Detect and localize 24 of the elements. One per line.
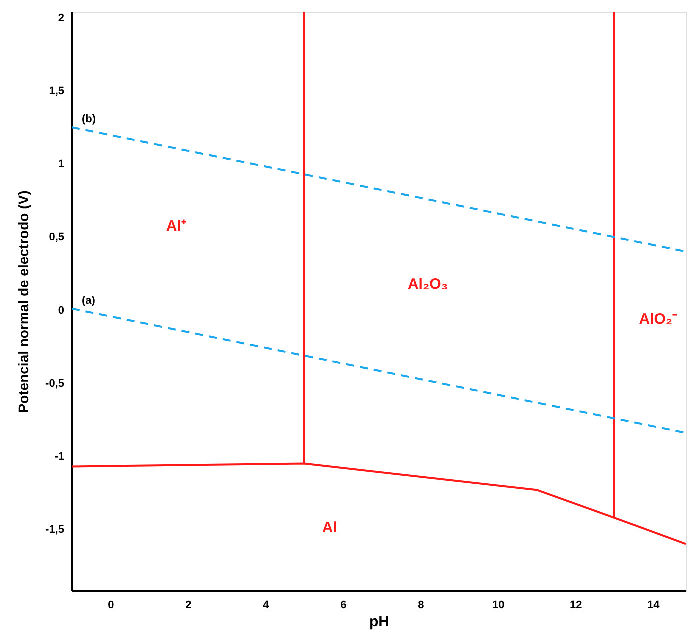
x-tick-label: 10 xyxy=(492,600,505,612)
x-tick-label: 12 xyxy=(570,600,582,612)
y-tick-label: -1 xyxy=(54,450,64,463)
annotation: Al xyxy=(322,519,338,536)
x-tick-label: 8 xyxy=(418,600,424,612)
y-tick-label: 0 xyxy=(58,304,64,317)
annotation: Al⁺ xyxy=(166,218,186,236)
x-tick-label: 4 xyxy=(263,600,270,612)
series-label: (a) xyxy=(82,294,96,307)
x-tick-label: 0 xyxy=(108,600,114,612)
y-axis-title: Potencial normal de electrodo (V) xyxy=(16,190,32,414)
y-tick-label: -0,5 xyxy=(46,378,64,390)
series-label: (b) xyxy=(82,114,96,126)
y-tick-label: 1,5 xyxy=(49,85,64,98)
y-tick-label: 0,5 xyxy=(49,232,64,244)
annotation: AlO₂⁻ xyxy=(639,310,678,328)
x-tick-label: 6 xyxy=(340,600,347,612)
x-axis-title: pH xyxy=(370,614,390,630)
x-tick-label: 14 xyxy=(647,600,661,612)
y-tick-label: 1 xyxy=(58,158,64,171)
y-tick-label: -1,5 xyxy=(46,524,64,536)
x-tick-label: 2 xyxy=(186,600,192,612)
y-tick-label: 2 xyxy=(58,12,64,24)
annotation: Al₂O₃ xyxy=(408,276,448,294)
